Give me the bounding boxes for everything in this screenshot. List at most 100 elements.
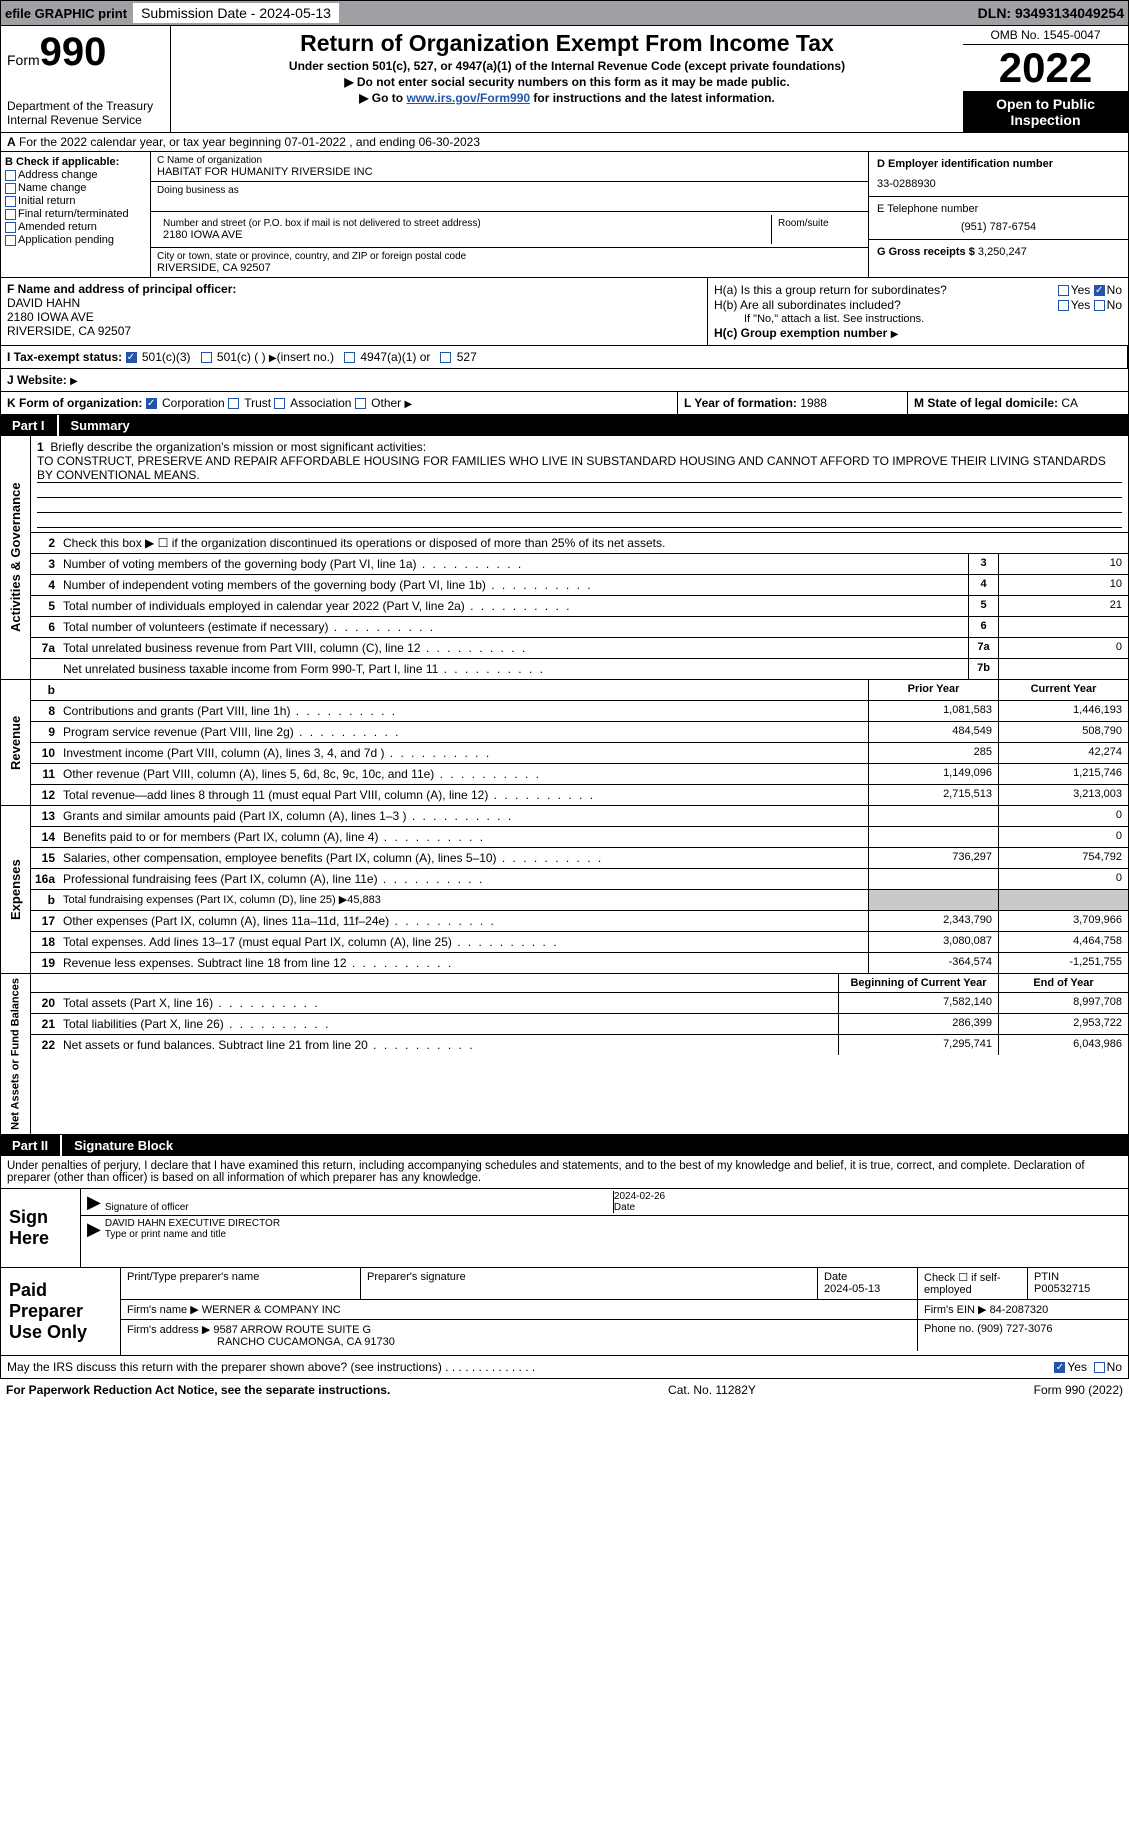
street-label: Number and street (or P.O. box if mail i…: [163, 218, 765, 229]
summary-row: 15Salaries, other compensation, employee…: [31, 848, 1128, 869]
summary-row: 9Program service revenue (Part VIII, lin…: [31, 722, 1128, 743]
chk-address-change[interactable]: Address change: [5, 169, 146, 181]
net-assets-section: Net Assets or Fund Balances Beginning of…: [0, 974, 1129, 1135]
firm-name: WERNER & COMPANY INC: [202, 1304, 341, 1316]
summary-row: 8Contributions and grants (Part VIII, li…: [31, 701, 1128, 722]
row-k-l-m: K Form of organization: Corporation Trus…: [0, 392, 1129, 415]
paperwork-notice: For Paperwork Reduction Act Notice, see …: [6, 1383, 390, 1397]
summary-row: 20Total assets (Part X, line 16)7,582,14…: [31, 993, 1128, 1014]
dba-label: Doing business as: [157, 185, 862, 196]
form-header: Form990 Department of the Treasury Inter…: [0, 26, 1129, 133]
goto-link: ▶ Go to www.irs.gov/Form990 for instruct…: [177, 91, 957, 105]
expenses-section: Expenses 13Grants and similar amounts pa…: [0, 806, 1129, 974]
part-ii-header: Part II Signature Block: [0, 1135, 1129, 1156]
chk-application-pending[interactable]: Application pending: [5, 234, 146, 246]
arrow-icon: [891, 326, 899, 340]
summary-row: 2Check this box ▶ ☐ if the organization …: [31, 533, 1128, 554]
phone-label: E Telephone number: [877, 203, 1120, 215]
chk-final-return[interactable]: Final return/terminated: [5, 208, 146, 220]
chk-corporation[interactable]: [146, 398, 157, 409]
summary-row: Net unrelated business taxable income fr…: [31, 659, 1128, 679]
open-inspection: Open to Public Inspection: [963, 92, 1128, 132]
mission-text: TO CONSTRUCT, PRESERVE AND REPAIR AFFORD…: [37, 454, 1122, 483]
gross-label: G Gross receipts $: [877, 246, 975, 258]
h-c-label: H(c) Group exemption number: [714, 326, 887, 340]
sign-here-label: Sign Here: [1, 1189, 81, 1267]
paid-preparer-block: Paid Preparer Use Only Print/Type prepar…: [0, 1268, 1129, 1356]
h-a-label: H(a) Is this a group return for subordin…: [714, 283, 947, 297]
org-name-label: C Name of organization: [157, 155, 862, 166]
officer-city: RIVERSIDE, CA 92507: [7, 324, 701, 338]
chk-association[interactable]: [274, 398, 285, 409]
chk-trust[interactable]: [228, 398, 239, 409]
tab-revenue: Revenue: [1, 680, 31, 805]
summary-row: 7aTotal unrelated business revenue from …: [31, 638, 1128, 659]
irs-link[interactable]: www.irs.gov/Form990: [406, 91, 530, 105]
firm-ein: 84-2087320: [990, 1304, 1049, 1316]
summary-row: 5Total number of individuals employed in…: [31, 596, 1128, 617]
chk-hb-no[interactable]: [1094, 300, 1105, 311]
website-label: J Website:: [7, 373, 67, 387]
firm-phone: (909) 727-3076: [977, 1323, 1052, 1335]
chk-ha-yes[interactable]: [1058, 285, 1069, 296]
ein-value: 33-0288930: [877, 178, 1120, 190]
firm-address2: RANCHO CUCAMONGA, CA 91730: [217, 1336, 395, 1348]
chk-other[interactable]: [355, 398, 366, 409]
chk-self-employed[interactable]: Check ☐ if self-employed: [918, 1268, 1028, 1299]
chk-initial-return[interactable]: Initial return: [5, 195, 146, 207]
arrow-icon: [405, 396, 413, 410]
chk-501c[interactable]: [201, 352, 212, 363]
revenue-section: Revenue b Prior Year Current Year 8Contr…: [0, 680, 1129, 806]
summary-row: 10Investment income (Part VIII, column (…: [31, 743, 1128, 764]
state-domicile-label: M State of legal domicile:: [914, 396, 1058, 410]
officer-street: 2180 IOWA AVE: [7, 310, 701, 324]
column-d-e-g: D Employer identification number 33-0288…: [868, 152, 1128, 277]
ptin: P00532715: [1034, 1283, 1122, 1295]
firm-address1: 9587 ARROW ROUTE SUITE G: [213, 1324, 371, 1336]
row-f-h: F Name and address of principal officer:…: [0, 278, 1129, 346]
revenue-header-row: b Prior Year Current Year: [31, 680, 1128, 701]
chk-amended-return[interactable]: Amended return: [5, 221, 146, 233]
year-formation-label: L Year of formation:: [684, 396, 797, 410]
arrow-icon: ▶: [87, 1219, 101, 1240]
paid-preparer-label: Paid Preparer Use Only: [1, 1268, 121, 1355]
form-subtitle: Under section 501(c), 527, or 4947(a)(1)…: [177, 59, 957, 73]
chk-discuss-yes[interactable]: [1054, 1362, 1065, 1373]
chk-ha-no[interactable]: [1094, 285, 1105, 296]
org-name: HABITAT FOR HUMANITY RIVERSIDE INC: [157, 166, 862, 178]
page-footer: For Paperwork Reduction Act Notice, see …: [0, 1379, 1129, 1401]
summary-row: 3Number of voting members of the governi…: [31, 554, 1128, 575]
tab-activities-governance: Activities & Governance: [1, 436, 31, 679]
chk-hb-yes[interactable]: [1058, 300, 1069, 311]
line-a: A For the 2022 calendar year, or tax yea…: [0, 133, 1129, 152]
city: RIVERSIDE, CA 92507: [157, 262, 862, 274]
prep-date: 2024-05-13: [824, 1283, 911, 1295]
arrow-icon: [70, 373, 78, 387]
mission-row: 1 Briefly describe the organization's mi…: [31, 436, 1128, 533]
chk-discuss-no[interactable]: [1094, 1362, 1105, 1373]
form-org-label: K Form of organization:: [7, 396, 142, 410]
row-j: J Website:: [0, 369, 1129, 392]
chk-501c3[interactable]: [126, 352, 137, 363]
chk-name-change[interactable]: Name change: [5, 182, 146, 194]
chk-527[interactable]: [440, 352, 451, 363]
chk-4947[interactable]: [344, 352, 355, 363]
efile-label: efile GRAPHIC print: [5, 6, 127, 21]
phone-value: (951) 787-6754: [877, 221, 1120, 233]
h-b-label: H(b) Are all subordinates included?: [714, 298, 901, 312]
catalog-number: Cat. No. 11282Y: [668, 1383, 756, 1397]
sign-here-block: Sign Here ▶ Signature of officer 2024-02…: [0, 1189, 1129, 1268]
summary-row: 19Revenue less expenses. Subtract line 1…: [31, 953, 1128, 973]
tax-status-label: I Tax-exempt status:: [7, 350, 122, 364]
may-irs-discuss: May the IRS discuss this return with the…: [0, 1356, 1129, 1379]
form-ref: Form 990 (2022): [1034, 1383, 1123, 1397]
signature-declaration: Under penalties of perjury, I declare th…: [0, 1156, 1129, 1189]
form-title: Return of Organization Exempt From Incom…: [177, 30, 957, 57]
ssn-warning: ▶ Do not enter social security numbers o…: [177, 75, 957, 89]
tax-year: 2022: [963, 45, 1128, 92]
dept-treasury: Department of the Treasury Internal Reve…: [7, 99, 164, 127]
officer-name-title: DAVID HAHN EXECUTIVE DIRECTOR: [105, 1218, 1122, 1229]
street: 2180 IOWA AVE: [163, 229, 765, 241]
arrow-icon: ▶: [87, 1192, 101, 1213]
year-formation: 1988: [800, 396, 827, 410]
